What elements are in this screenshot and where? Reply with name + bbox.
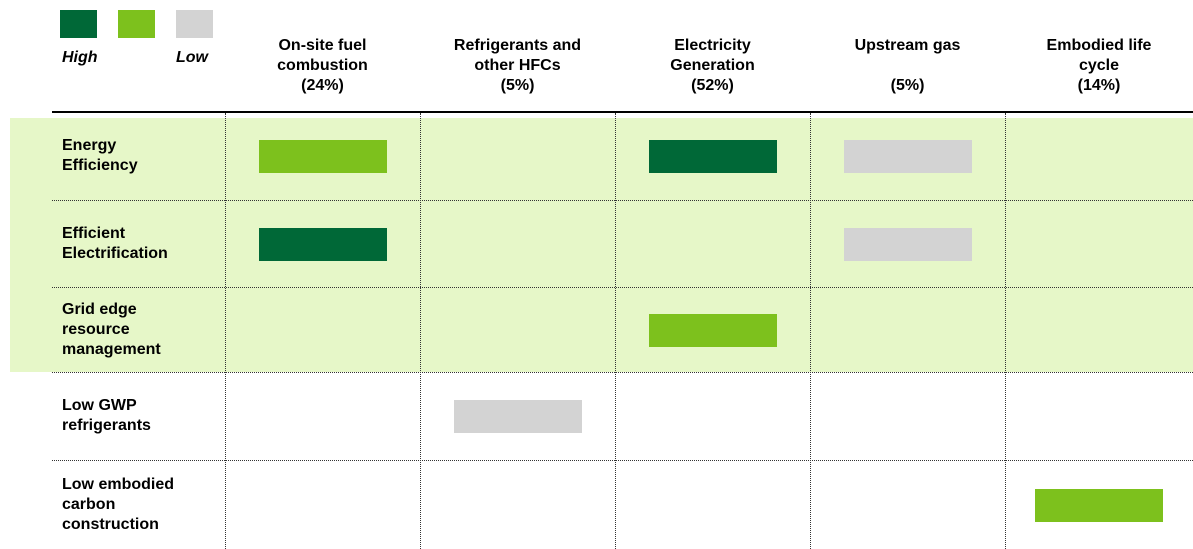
column-header: Upstream gas (5%) bbox=[854, 37, 961, 94]
legend-swatch bbox=[60, 10, 97, 38]
row-label: Grid edge resource management bbox=[62, 300, 161, 358]
legend-swatch bbox=[118, 10, 155, 38]
header-rule bbox=[52, 111, 1193, 113]
level-bar bbox=[258, 227, 387, 261]
legend-high: High bbox=[62, 49, 98, 66]
grid-line bbox=[1005, 113, 1006, 549]
legend-swatch bbox=[176, 10, 213, 38]
row-label: Low GWP refrigerants bbox=[62, 397, 151, 434]
row-highlight bbox=[10, 287, 1193, 372]
grid-line bbox=[52, 372, 1193, 373]
row-label: Low embodied carbon construction bbox=[62, 475, 174, 533]
level-bar bbox=[648, 313, 777, 347]
grid-line bbox=[420, 113, 421, 549]
legend-low: Low bbox=[176, 49, 208, 66]
level-bar bbox=[453, 400, 582, 433]
grid-line bbox=[52, 460, 1193, 461]
grid-line bbox=[52, 287, 1193, 288]
column-header: Refrigerants and other HFCs (5%) bbox=[453, 37, 582, 94]
row-highlight bbox=[10, 118, 1193, 200]
column-header: Embodied life cycle (14%) bbox=[1046, 37, 1152, 94]
row-label: Energy Efficiency bbox=[62, 137, 138, 174]
level-bar bbox=[843, 140, 972, 173]
row-highlight bbox=[10, 200, 1193, 287]
grid-line bbox=[52, 200, 1193, 201]
grid-line bbox=[810, 113, 811, 549]
grid-line bbox=[225, 113, 226, 549]
level-bar bbox=[1035, 488, 1163, 522]
grid-line bbox=[615, 113, 616, 549]
level-bar bbox=[843, 227, 972, 261]
column-header: Electricity Generation (52%) bbox=[670, 37, 755, 94]
level-bar bbox=[258, 140, 387, 173]
level-bar bbox=[648, 140, 777, 173]
row-label: Efficient Electrification bbox=[62, 224, 168, 262]
column-header: On-site fuel combustion (24%) bbox=[277, 37, 368, 94]
